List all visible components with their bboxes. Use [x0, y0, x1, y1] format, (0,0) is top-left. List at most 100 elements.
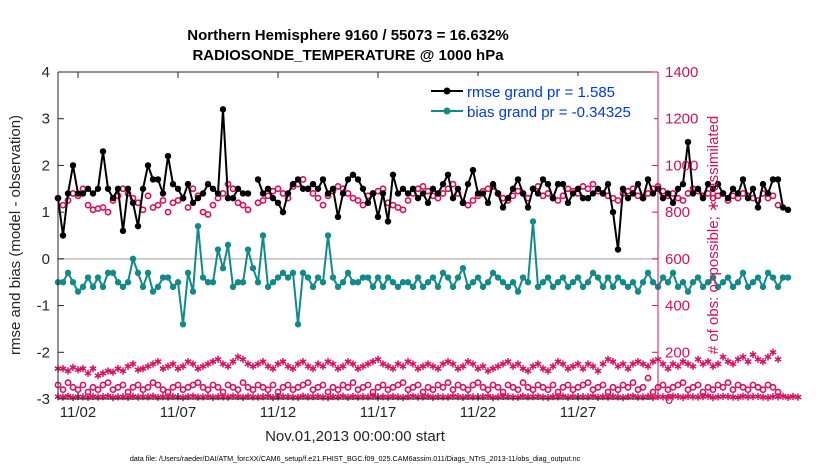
rmse-point: [234, 185, 242, 192]
rmse-point: [149, 176, 157, 183]
possible_low-point: [319, 381, 327, 389]
possible_low-point: [414, 381, 422, 389]
assimilated-point: [659, 360, 667, 368]
assimilated_low-stroke: [484, 393, 492, 399]
assimilated-stroke: [229, 359, 237, 365]
assimilated-stroke: [694, 356, 702, 362]
rmse-point: [214, 190, 222, 197]
assimilated_low-stroke: [354, 394, 362, 400]
bias-point: [249, 265, 257, 272]
assimilated-point: [769, 348, 777, 356]
possible_low-point: [344, 383, 352, 391]
bias-point: [269, 279, 277, 286]
rmse-point: [469, 166, 477, 174]
bias-point: [294, 321, 302, 328]
rmse-point: [399, 185, 407, 192]
y-left-tick-label: 1: [42, 204, 50, 221]
rmse-point: [734, 190, 742, 197]
rmse-point: [364, 199, 372, 206]
rmse-point: [594, 185, 602, 192]
rmse-point: [299, 185, 307, 192]
assimilated-stroke: [579, 366, 587, 372]
bias-point: [174, 279, 182, 286]
assimilated-point: [504, 358, 512, 366]
rmse-point: [79, 190, 87, 197]
y-right-tick-label: 600: [665, 251, 690, 268]
assimilated_low-stroke: [774, 394, 782, 400]
assimilated-stroke: [384, 363, 392, 369]
possible-point: [314, 194, 322, 202]
assimilated-stroke: [524, 368, 532, 374]
rmse-point: [474, 190, 482, 197]
assimilated-stroke: [84, 370, 92, 376]
bias-point: [584, 279, 592, 286]
bias-point: [134, 269, 142, 277]
assimilated-stroke: [189, 361, 197, 367]
bias-point: [369, 283, 377, 291]
x-tick-label: 11/27: [560, 404, 596, 421]
possible_low-point: [64, 379, 72, 387]
bias-point: [739, 269, 747, 277]
possible_low-point: [59, 386, 67, 394]
rmse-point: [144, 162, 152, 169]
assimilated_low-stroke: [104, 393, 112, 399]
assimilated-stroke: [739, 354, 747, 360]
assimilated-stroke: [379, 361, 387, 367]
rmse-point: [779, 204, 787, 211]
bias-point: [89, 283, 97, 291]
possible_low-point: [154, 381, 162, 389]
rmse-point: [499, 204, 507, 211]
possible_low-point: [494, 383, 502, 391]
rmse-point: [84, 185, 92, 192]
possible-point: [244, 206, 252, 214]
assimilated-stroke: [619, 361, 627, 367]
possible_low-point: [544, 386, 552, 394]
assimilated-point: [289, 365, 297, 373]
bias-point: [124, 279, 132, 286]
assimilated-stroke: [424, 361, 432, 367]
assimilated-stroke: [89, 366, 97, 372]
bias-point: [214, 246, 222, 253]
assimilated-stroke: [434, 366, 442, 372]
assimilated-point: [749, 351, 757, 359]
bias-point: [554, 279, 562, 286]
rmse-point: [189, 199, 197, 206]
assimilated-stroke: [724, 359, 732, 365]
x-tick-label: 11/07: [160, 404, 196, 421]
assimilated_low-stroke: [604, 394, 612, 400]
assimilated-point: [674, 362, 682, 370]
rmse-point: [419, 190, 427, 197]
assimilated_low-stroke: [164, 394, 172, 400]
assimilated-stroke: [624, 366, 632, 372]
rmse-point: [649, 190, 657, 197]
assimilated-point: [104, 367, 112, 375]
possible_low-point: [564, 381, 572, 389]
bias-point: [79, 283, 87, 291]
assimilated-point: [74, 366, 82, 374]
possible-point: [359, 201, 367, 209]
assimilated-stroke: [69, 365, 77, 370]
legend-bias-label: bias grand pr = -0.34325: [467, 104, 631, 121]
possible-point: [259, 197, 267, 204]
possible_low-point: [324, 388, 332, 396]
rmse-point: [434, 190, 442, 197]
rmse-point: [159, 190, 167, 197]
assimilated-point: [349, 360, 357, 368]
assimilated-stroke: [479, 363, 487, 369]
bias-point: [664, 279, 672, 286]
assimilated-stroke: [749, 352, 757, 358]
y-right-tick-label: 1000: [665, 157, 698, 174]
bias-point: [119, 283, 127, 291]
bias-point: [164, 274, 172, 281]
assimilated-point: [774, 355, 782, 363]
bias-point: [374, 274, 382, 281]
rmse-point: [114, 185, 122, 192]
assimilated-stroke: [119, 368, 127, 374]
bias-point: [579, 283, 587, 291]
assimilated-point: [624, 365, 632, 373]
possible_low-point: [144, 383, 152, 391]
possible-point: [99, 204, 107, 211]
rmse-point: [219, 106, 227, 113]
possible_low-point: [724, 379, 732, 387]
bias-point: [464, 283, 472, 291]
